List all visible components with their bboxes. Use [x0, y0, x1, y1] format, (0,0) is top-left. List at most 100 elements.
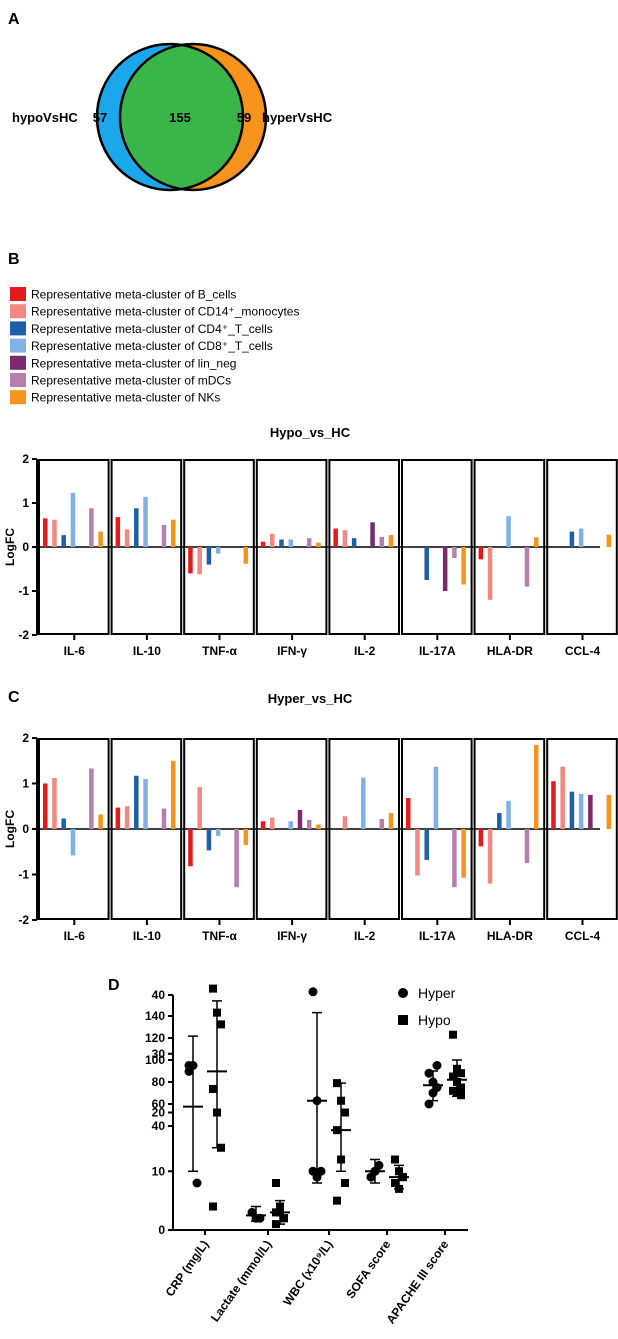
bar-NKs: [243, 547, 249, 564]
bar-mDCs: [89, 508, 94, 547]
x-tick-label: TNF-α: [202, 644, 237, 658]
y-axis-label: LogFC: [3, 528, 17, 566]
x-tick-label: IL-10: [133, 929, 161, 943]
category-frame: [328, 738, 400, 920]
bar-CD8+_T_cells: [578, 793, 584, 829]
category-frame: [255, 738, 328, 920]
hyper-vs-hc-chart: Hyper_vs_HC LogFC 2 1 0 -1 -2 IL-6 IL-10 TNF-α IFN…: [3, 691, 618, 943]
bar-CD4+_T_cells: [424, 829, 429, 860]
chart-title: Hyper_vs_HC: [268, 691, 353, 706]
bar-NKs: [606, 534, 612, 547]
y-tick-label: 1: [22, 496, 29, 510]
x-tick-label: IL-6: [64, 929, 86, 943]
bar-CD4+_T_cells: [134, 775, 139, 829]
bar-CD4+_T_cells: [424, 547, 429, 580]
y-tick-label: 60: [152, 1097, 166, 1111]
bar-CD14+_monocytes: [342, 816, 348, 829]
y-tick-label: 0: [158, 1223, 165, 1237]
bar-mDCs: [524, 829, 530, 864]
y-tick-label: 30: [152, 1047, 166, 1061]
category-frame: [110, 459, 183, 635]
bar-mDCs: [161, 808, 167, 829]
point-hypo: [453, 1064, 461, 1073]
venn-left-label: hypoVsHC: [12, 110, 78, 125]
y-tick-label: -2: [18, 913, 29, 927]
x-tick-label: APACHE III score: [384, 1237, 452, 1326]
point-hypo: [272, 1220, 280, 1229]
point-hyper: [184, 1066, 194, 1076]
x-tick-label: IL-17A: [419, 644, 456, 658]
category-frame: [255, 459, 328, 635]
bar-B_cells: [115, 807, 121, 829]
point-hypo: [209, 984, 217, 993]
legend-swatch: [10, 321, 26, 336]
bar-mDCs: [306, 538, 312, 547]
x-tick-label: IL-6: [64, 644, 86, 658]
y-tick-label: 0: [22, 540, 29, 554]
category-frame: [183, 738, 255, 920]
bar-CD14+_monocytes: [124, 806, 130, 829]
panel-label-b: B: [8, 251, 20, 268]
bar-B_cells: [406, 798, 411, 829]
panel-label-c: C: [8, 689, 20, 706]
bar-B_cells: [188, 547, 193, 574]
x-tick-label: IFN-γ: [277, 929, 307, 943]
category-frame: [401, 459, 473, 635]
point-hyper: [370, 1166, 380, 1176]
point-hypo: [337, 1096, 345, 1105]
venn-overlap: [121, 45, 242, 189]
bar-mDCs: [234, 829, 239, 888]
x-tick-label: IL-2: [354, 929, 376, 943]
legend-label: Hypo: [418, 1012, 451, 1028]
bar-CD4+_T_cells: [497, 813, 502, 829]
point-hypo: [395, 1167, 403, 1176]
category-frame: [546, 459, 618, 635]
bar-CD14+_monocytes: [560, 766, 565, 829]
point-hypo: [457, 1091, 465, 1100]
bar-B_cells: [43, 783, 48, 829]
y-tick-label: -1: [18, 868, 29, 882]
point-hypo: [280, 1214, 288, 1223]
bar-CD4+_T_cells: [134, 508, 139, 547]
bar-B_cells: [260, 821, 266, 829]
venn-right-outline: [118, 42, 268, 192]
y-tick-label: -2: [18, 628, 29, 642]
bar-B_cells: [188, 829, 193, 867]
legend-swatch: [10, 355, 26, 370]
point-hypo: [391, 1155, 399, 1164]
x-tick-label: TNF-α: [202, 929, 237, 943]
bar-B_cells: [478, 829, 484, 847]
x-tick-label: IL-10: [133, 644, 161, 658]
bar-mDCs: [452, 829, 457, 888]
category-frame: [183, 459, 255, 635]
category-frame: [328, 459, 400, 635]
legend-label: Representative meta-cluster of lin_neg: [31, 356, 236, 370]
point-hypo: [337, 1155, 345, 1164]
cluster-legend: Representative meta-cluster of B_cells Re…: [10, 287, 299, 405]
legend-label: Representative meta-cluster of CD4⁺_T_ce…: [31, 322, 273, 336]
bar-B_cells: [333, 528, 338, 547]
legend-label: Representative meta-cluster of CD8⁺_T_ce…: [31, 339, 273, 353]
category-frame: [401, 738, 473, 920]
bar-mDCs: [161, 525, 167, 547]
point-hypo: [209, 1202, 217, 1211]
bar-CD4+_T_cells: [569, 531, 575, 547]
legend-label: Representative meta-cluster of mDCs: [31, 374, 231, 388]
x-tick-label: CRP (mg/L): [163, 1238, 212, 1299]
y-tick-label: 100: [145, 1053, 165, 1067]
bar-CD14+_monocytes: [487, 829, 493, 884]
bar-NKs: [98, 531, 103, 547]
point-hypo: [217, 1020, 225, 1029]
point-hyper: [192, 1178, 202, 1188]
y-tick-label: 10: [152, 1164, 166, 1178]
bar-NKs: [606, 794, 612, 829]
bar-CD8+_T_cells: [288, 821, 293, 829]
venn-diagram: hypoVsHC 57 155 59 hyperVsHC: [12, 42, 333, 192]
point-hypo: [333, 1079, 341, 1088]
point-hypo: [213, 1108, 221, 1117]
x-tick-label: IFN-γ: [277, 644, 307, 658]
bar-CD14+_monocytes: [270, 533, 275, 547]
y-tick-label: -1: [18, 584, 29, 598]
category-frame: [473, 459, 546, 635]
chart-title: Hypo_vs_HC: [270, 425, 351, 440]
